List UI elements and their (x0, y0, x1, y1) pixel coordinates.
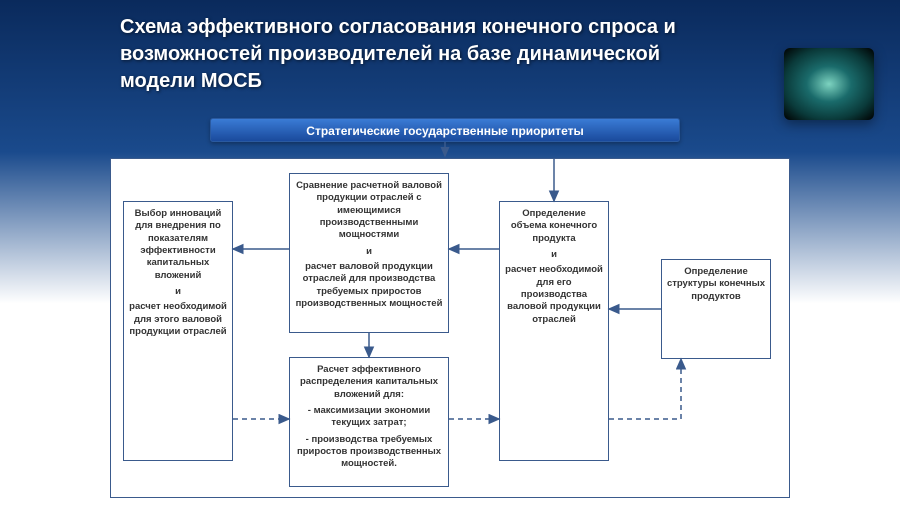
node-text: - максимизации экономии текущих затрат; (294, 405, 444, 430)
node-gross-output-comparison: Сравнение расчетной валовой продукции от… (289, 173, 449, 333)
node-text: Расчет эффективного распределения капита… (294, 364, 444, 401)
node-text: Сравнение расчетной валовой продукции от… (294, 180, 444, 242)
node-final-product-volume: Определение объема конечного продукта и ра… (499, 201, 609, 461)
node-text: расчет необходимой для этого валовой про… (128, 301, 228, 338)
node-text: и (128, 286, 228, 298)
node-text: Определение структуры конечных продуктов (666, 266, 766, 303)
slide-title: Схема эффективного согласования конечног… (120, 14, 720, 95)
node-innovation-selection: Выбор инноваций для внедрения по показат… (123, 201, 233, 461)
node-text: расчет валовой продукции отраслей для пр… (294, 261, 444, 310)
node-capital-allocation: Расчет эффективного распределения капита… (289, 357, 449, 487)
node-text: Определение объема конечного продукта (504, 208, 604, 245)
node-text: и (294, 246, 444, 258)
node-product-structure: Определение структуры конечных продуктов (661, 259, 771, 359)
logo-graphic (784, 48, 874, 120)
header-priorities-bar: Стратегические государственные приоритет… (210, 118, 680, 142)
node-text: расчет необходимой для его производства … (504, 264, 604, 326)
node-text: - производства требуемых приростов произ… (294, 434, 444, 471)
node-text: и (504, 249, 604, 261)
diagram-container: Выбор инноваций для внедрения по показат… (110, 158, 790, 498)
node-text: Выбор инноваций для внедрения по показат… (128, 208, 228, 282)
